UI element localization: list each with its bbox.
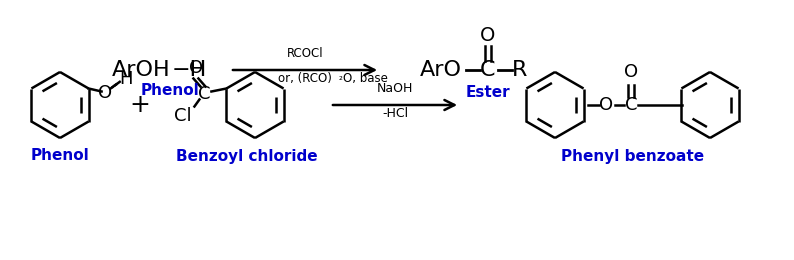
Text: Phenol: Phenol bbox=[141, 82, 199, 98]
Text: C: C bbox=[480, 60, 495, 80]
Text: C: C bbox=[198, 84, 210, 102]
Text: H: H bbox=[119, 69, 133, 88]
Text: or, (RCO): or, (RCO) bbox=[278, 72, 332, 85]
Text: O: O bbox=[480, 25, 495, 44]
Text: Ester: Ester bbox=[466, 84, 511, 100]
Text: -HCl: -HCl bbox=[382, 107, 408, 120]
Text: Phenyl benzoate: Phenyl benzoate bbox=[561, 148, 704, 164]
Text: RCOCl: RCOCl bbox=[287, 47, 323, 60]
Text: ArOH: ArOH bbox=[111, 60, 170, 80]
Text: O: O bbox=[98, 83, 112, 101]
Text: Benzoyl chloride: Benzoyl chloride bbox=[176, 148, 318, 164]
Text: −H: −H bbox=[172, 60, 207, 80]
Text: ₂: ₂ bbox=[339, 72, 343, 82]
Text: +: + bbox=[129, 93, 150, 117]
Text: R: R bbox=[512, 60, 528, 80]
Text: O: O bbox=[624, 63, 638, 81]
Text: NaOH: NaOH bbox=[377, 82, 413, 95]
Text: C: C bbox=[625, 96, 638, 114]
Text: ArO: ArO bbox=[420, 60, 462, 80]
Text: O: O bbox=[189, 58, 203, 76]
Text: O, base: O, base bbox=[343, 72, 388, 85]
Text: Cl: Cl bbox=[174, 107, 191, 125]
Text: Phenol: Phenol bbox=[31, 148, 90, 164]
Text: O: O bbox=[599, 96, 613, 114]
